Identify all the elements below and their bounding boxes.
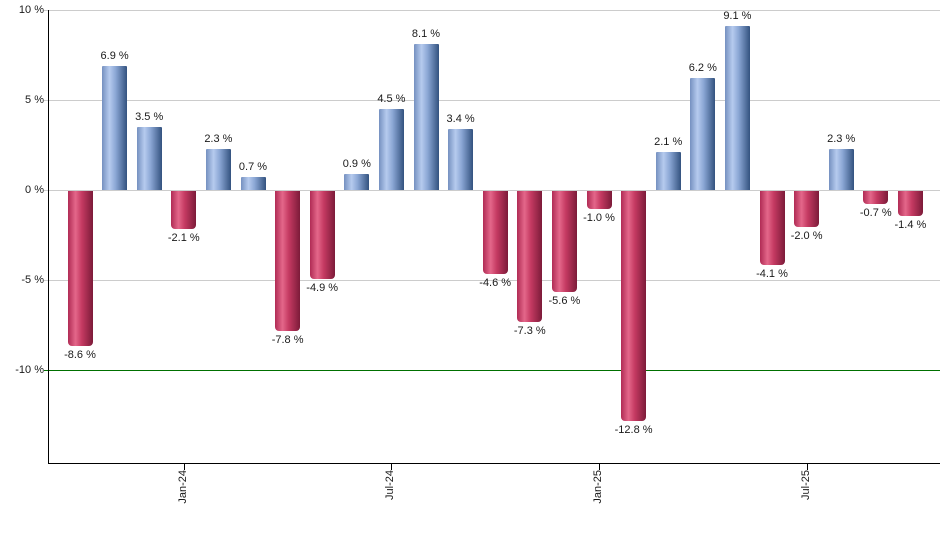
bar-value-label: -5.6 % <box>548 294 581 307</box>
bar-value-label: 2.1 % <box>654 136 683 149</box>
bar-value-label: 2.3 % <box>827 132 856 145</box>
bar-positive <box>690 78 716 190</box>
bar-negative <box>275 191 301 332</box>
bar-value-label: -4.1 % <box>756 267 788 280</box>
bar-positive <box>413 44 439 190</box>
bar-negative <box>482 191 508 274</box>
bar-value-label: 2.3 % <box>204 132 233 145</box>
bar-negative <box>586 191 612 209</box>
bar-negative <box>863 191 889 204</box>
bar-positive <box>378 109 404 190</box>
bar-negative <box>621 191 647 422</box>
y-axis-tick-label: 10 % <box>18 4 44 16</box>
bar-negative <box>171 191 197 229</box>
bar-value-label: 4.5 % <box>377 93 406 105</box>
gridline <box>44 190 940 191</box>
bar-negative <box>794 191 820 227</box>
x-axis-tick-label: Jan-24 <box>176 470 189 504</box>
bar-value-label: 3.4 % <box>446 112 475 125</box>
bar-value-label: 3.5 % <box>135 111 164 123</box>
bar-value-label: 8.1 % <box>411 28 441 41</box>
bar-value-label: 6.2 % <box>688 62 717 75</box>
y-axis-tick-label: 5 % <box>25 94 44 106</box>
gridline <box>44 100 940 101</box>
x-axis-tick <box>806 463 808 470</box>
bar-value-label: -8.6 % <box>64 348 96 361</box>
bar-negative <box>309 191 335 280</box>
gridline <box>44 10 940 11</box>
bar-positive <box>724 26 750 190</box>
y-axis-tick-label: -10 % <box>15 364 44 376</box>
x-axis-tick-label: Jul-25 <box>799 470 812 500</box>
bar-value-label: -4.6 % <box>479 276 512 289</box>
bar-positive <box>448 128 474 190</box>
bar-negative <box>517 191 543 323</box>
bar-value-label: 0.7 % <box>238 161 268 174</box>
bar-negative <box>897 191 923 217</box>
bar-value-label: -1.0 % <box>583 212 615 224</box>
bar-value-label: -7.3 % <box>513 325 546 338</box>
bar-positive <box>102 65 128 190</box>
bar-positive <box>828 148 854 190</box>
x-axis-tick-label: Jul-24 <box>384 470 397 500</box>
bar-value-label: -7.8 % <box>271 334 304 347</box>
bar-positive <box>240 177 266 190</box>
reference-line <box>44 370 940 371</box>
bar-negative <box>551 191 577 292</box>
x-axis-tick <box>391 463 393 470</box>
bar-value-label: -0.7 % <box>859 206 892 219</box>
bar-value-label: -12.8 % <box>614 424 653 437</box>
bar-value-label: 9.1 % <box>723 10 752 23</box>
bar-value-label: 0.9 % <box>342 157 371 170</box>
bar-negative <box>67 191 93 346</box>
bar-value-label: -2.1 % <box>167 231 200 244</box>
y-axis-tick-label: -5 % <box>21 274 44 286</box>
gridline <box>44 280 940 281</box>
x-axis-tick <box>183 463 185 470</box>
bar-positive <box>136 127 162 190</box>
bar-positive <box>205 148 231 190</box>
x-axis-tick <box>599 463 600 470</box>
bar-value-label: -4.9 % <box>306 282 339 295</box>
bar-value-label: -1.4 % <box>894 219 927 232</box>
x-axis-line <box>48 463 940 464</box>
y-axis-line <box>48 10 49 463</box>
bar-value-label: -2.0 % <box>790 230 823 242</box>
bar-positive <box>344 173 370 190</box>
y-axis-tick-label: 0 % <box>25 184 44 196</box>
bar-negative <box>759 191 785 265</box>
bar-positive <box>655 152 681 190</box>
bar-value-label: 6.9 % <box>100 49 129 62</box>
x-axis-tick-label: Jan-25 <box>592 470 604 504</box>
